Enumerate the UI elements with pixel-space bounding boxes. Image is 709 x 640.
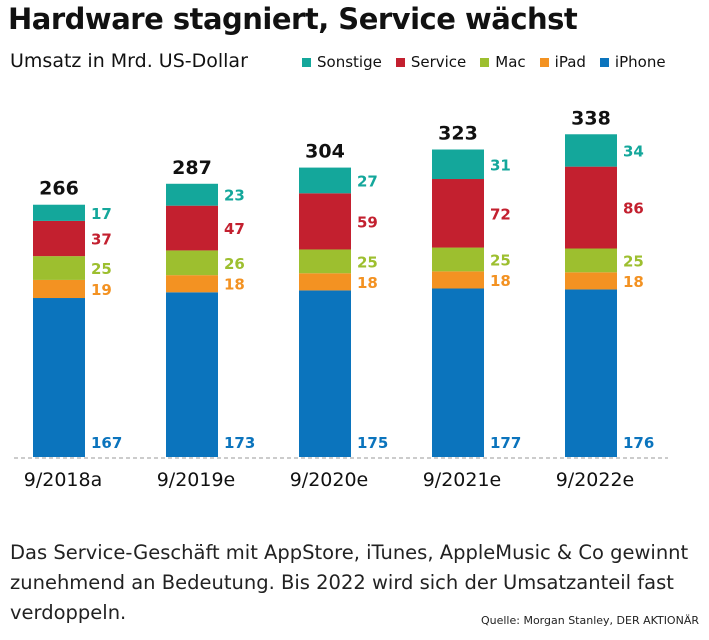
data-label: 177: [490, 434, 521, 452]
legend-label: Service: [410, 53, 467, 71]
bar-mac: [33, 256, 85, 280]
legend-item-mac: Mac: [480, 53, 526, 71]
legend-item-iphone: iPhone: [599, 53, 666, 71]
bar-service: [565, 166, 617, 249]
bar-iphone: [565, 289, 617, 457]
stacked-bar-chart: 167 19 25 37 17 266 9/2018a 173 18 26 47 23 287 9/201…: [14, 107, 668, 491]
data-label: 18: [490, 272, 511, 290]
bar-sonstige: [299, 167, 351, 194]
data-label: 34: [623, 142, 644, 160]
data-label: 25: [91, 260, 112, 278]
total-label: 338: [571, 107, 611, 129]
legend-item-service: Service: [395, 53, 467, 71]
data-label: 176: [623, 434, 654, 452]
bar-ipad: [33, 279, 85, 299]
data-label: 25: [357, 253, 378, 271]
bar-mac: [166, 250, 218, 276]
x-tick-label: 9/2019e: [157, 469, 236, 491]
legend-swatch: [480, 57, 490, 67]
data-label: 175: [357, 434, 388, 452]
data-label: 31: [490, 156, 511, 174]
data-label: 18: [623, 273, 644, 291]
chart-subtitle: Umsatz in Mrd. US-Dollar: [10, 50, 248, 72]
bar-service: [33, 220, 85, 257]
legend-label: iPad: [554, 53, 586, 71]
x-tick-label: 9/2022e: [556, 469, 635, 491]
bar-iphone: [432, 288, 484, 457]
x-tick-label: 9/2020e: [290, 469, 369, 491]
x-tick-label: 9/2018a: [24, 469, 103, 491]
data-label: 72: [490, 205, 511, 223]
bar-service: [166, 205, 218, 251]
total-label: 266: [39, 178, 79, 200]
legend-label: Sonstige: [317, 53, 382, 71]
total-label: 323: [438, 123, 478, 145]
bar-service: [432, 179, 484, 248]
bar-mac: [432, 247, 484, 272]
data-label: 25: [490, 251, 511, 269]
data-label: 17: [91, 205, 112, 223]
bar-ipad: [565, 272, 617, 290]
legend-swatch: [395, 57, 405, 67]
bar-sonstige: [432, 149, 484, 180]
bar-mac: [299, 249, 351, 274]
legend-item-sonstige: Sonstige: [302, 53, 382, 71]
legend: Sonstige Service Mac iPad iPhone: [302, 53, 666, 71]
data-label: 59: [357, 213, 378, 231]
data-label: 86: [623, 200, 644, 218]
data-label: 18: [224, 276, 245, 294]
legend-swatch: [599, 57, 609, 67]
data-label: 173: [224, 434, 255, 452]
bar-iphone: [33, 298, 85, 457]
total-label: 304: [305, 141, 345, 163]
bar-service: [299, 193, 351, 250]
bar-iphone: [299, 290, 351, 457]
bar-ipad: [432, 271, 484, 289]
bar-ipad: [166, 275, 218, 293]
data-label: 19: [91, 281, 112, 299]
data-label: 37: [91, 231, 112, 249]
data-label: 23: [224, 187, 245, 205]
source-note: Quelle: Morgan Stanley, DER AKTIONÄR: [480, 614, 699, 627]
legend-label: Mac: [495, 53, 526, 71]
legend-swatch: [302, 57, 311, 67]
x-tick-label: 9/2021e: [423, 469, 502, 491]
bar-ipad: [299, 273, 351, 291]
bar-sonstige: [33, 204, 85, 221]
legend-item-ipad: iPad: [539, 53, 586, 71]
data-label: 167: [91, 434, 122, 452]
data-label: 25: [623, 252, 644, 270]
legend-swatch: [539, 57, 549, 67]
bar-mac: [565, 248, 617, 273]
data-label: 18: [357, 274, 378, 292]
data-label: 27: [357, 172, 378, 190]
data-label: 26: [224, 255, 245, 273]
legend-label: iPhone: [614, 53, 666, 71]
bar-sonstige: [166, 183, 218, 206]
data-label: 47: [224, 220, 245, 238]
bar-iphone: [166, 292, 218, 457]
chart-title: Hardware stagniert, Service wächst: [8, 2, 578, 36]
total-label: 287: [172, 157, 212, 179]
caption: Das Service-Geschäft mit AppStore, iTune…: [10, 541, 689, 624]
bar-sonstige: [565, 134, 617, 167]
